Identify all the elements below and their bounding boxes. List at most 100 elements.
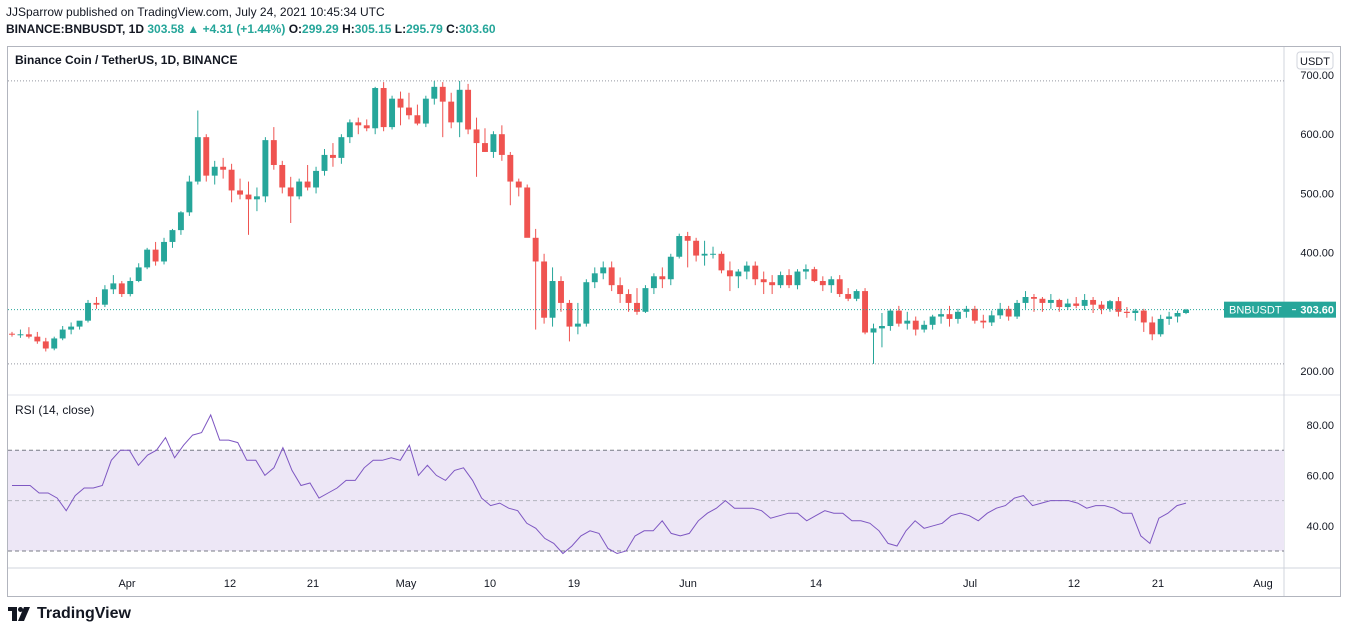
chart-panel[interactable]: 700.00 600.00 500.00 400.00 200.00 BNBUSDT 303… xyxy=(7,46,1341,597)
candle-body xyxy=(997,308,1004,316)
last-price-symbol: BNBUSDT xyxy=(1229,305,1282,317)
price-tick-label: 500.00 xyxy=(1300,188,1334,200)
candle-body xyxy=(938,314,945,317)
candle-body xyxy=(194,137,201,182)
candle-body xyxy=(135,267,142,282)
price-tick-label: 600.00 xyxy=(1300,129,1334,141)
candle-body xyxy=(304,181,311,188)
symbol-label: BINANCE:BNBUSDT, 1D xyxy=(6,22,145,36)
candle-body xyxy=(279,164,286,188)
candle-body xyxy=(642,288,649,312)
x-tick-label: 10 xyxy=(484,578,496,590)
candle-body xyxy=(296,181,303,197)
candle-body xyxy=(313,170,320,188)
candle-body xyxy=(955,311,961,319)
tradingview-brand[interactable]: TradingView xyxy=(8,605,131,623)
candle-body xyxy=(862,291,869,333)
candle-body xyxy=(329,154,336,158)
publish-info: JJSparrow published on TradingView.com, … xyxy=(6,5,385,19)
chart-canvas[interactable]: 700.00 600.00 500.00 400.00 200.00 BNBUSDT 303… xyxy=(8,47,1340,596)
candle-body xyxy=(769,282,776,286)
x-tick-label: 21 xyxy=(307,578,319,590)
low-label: L: xyxy=(394,22,407,36)
candle-body xyxy=(625,294,632,303)
candle-body xyxy=(422,98,429,124)
candle-body xyxy=(414,115,421,124)
candle-body xyxy=(482,143,488,152)
x-tick-label: Aug xyxy=(1253,578,1273,590)
x-tick-label: 14 xyxy=(810,578,822,590)
candle-body xyxy=(1149,322,1156,335)
candle-body xyxy=(262,140,269,197)
x-tick-label: Jul xyxy=(963,578,977,590)
open-value: 299.29 xyxy=(302,22,339,36)
candle-body xyxy=(845,294,852,299)
candle-body xyxy=(118,283,125,295)
candle-body xyxy=(144,249,151,268)
candle-body xyxy=(1031,297,1037,299)
rsi-tick-label: 40.00 xyxy=(1306,521,1334,533)
candle-body xyxy=(76,320,83,327)
candle-body xyxy=(743,265,750,272)
candle-body xyxy=(397,98,404,108)
candle-body xyxy=(676,236,683,257)
candle-body xyxy=(42,341,49,349)
candle-body xyxy=(921,324,928,330)
candle-body xyxy=(101,289,108,305)
candle-body xyxy=(811,269,818,282)
candle-body xyxy=(1056,299,1063,308)
candle-body xyxy=(177,212,184,231)
candle-body xyxy=(1140,310,1147,323)
candle-body xyxy=(338,137,345,158)
candle-body xyxy=(1123,311,1130,313)
candle-body xyxy=(617,285,624,295)
candle-body xyxy=(659,276,666,280)
candle-body xyxy=(760,279,767,283)
price-tick-label: 400.00 xyxy=(1300,248,1334,260)
price-change: ▲ +4.31 (+1.44%) xyxy=(187,22,286,36)
candle-body xyxy=(836,279,843,295)
currency-badge[interactable] xyxy=(1296,51,1334,70)
last-price-value: 303.60 xyxy=(1300,305,1334,317)
candle-body xyxy=(912,320,919,330)
candle-body xyxy=(490,134,497,152)
x-tick-label: May xyxy=(396,578,417,590)
rsi-title: RSI (14, close) xyxy=(15,403,94,417)
candle-body xyxy=(895,310,902,324)
candle-body xyxy=(507,154,514,182)
x-tick-label: 12 xyxy=(224,578,236,590)
candle-body xyxy=(237,190,243,195)
candle-body xyxy=(684,236,691,241)
high-value: 305.15 xyxy=(354,22,392,36)
candle-body xyxy=(777,275,784,286)
candle-body xyxy=(634,302,640,312)
x-tick-label: 21 xyxy=(1152,578,1164,590)
candle-body xyxy=(355,122,362,126)
candle-body xyxy=(34,336,41,342)
candle-body xyxy=(1047,299,1054,303)
candle-body xyxy=(718,253,725,271)
candle-body xyxy=(372,88,379,129)
low-value: 295.79 xyxy=(406,22,443,36)
candle-body xyxy=(203,137,210,176)
candle-body xyxy=(1014,302,1021,317)
candle-body xyxy=(380,88,387,128)
rsi-tick-label: 60.00 xyxy=(1306,470,1334,482)
close-value: 303.60 xyxy=(458,22,496,36)
candle-body xyxy=(735,271,742,277)
chart-title: Binance Coin / TetherUS, 1D, BINANCE xyxy=(15,53,237,67)
candle-body xyxy=(1039,298,1046,303)
x-tick-label: 12 xyxy=(1068,578,1080,590)
last-price: 303.58 xyxy=(147,22,185,36)
candle-body xyxy=(456,89,463,123)
brand-name: TradingView xyxy=(37,605,131,622)
candle-body xyxy=(701,253,708,256)
candle-body xyxy=(819,281,826,286)
candle-body xyxy=(93,302,100,305)
high-label: H: xyxy=(342,22,355,36)
candle-body xyxy=(963,308,970,312)
candle-body xyxy=(1098,304,1105,309)
candle-body xyxy=(828,279,835,286)
candle-body xyxy=(574,323,581,327)
candle-body xyxy=(515,181,522,188)
